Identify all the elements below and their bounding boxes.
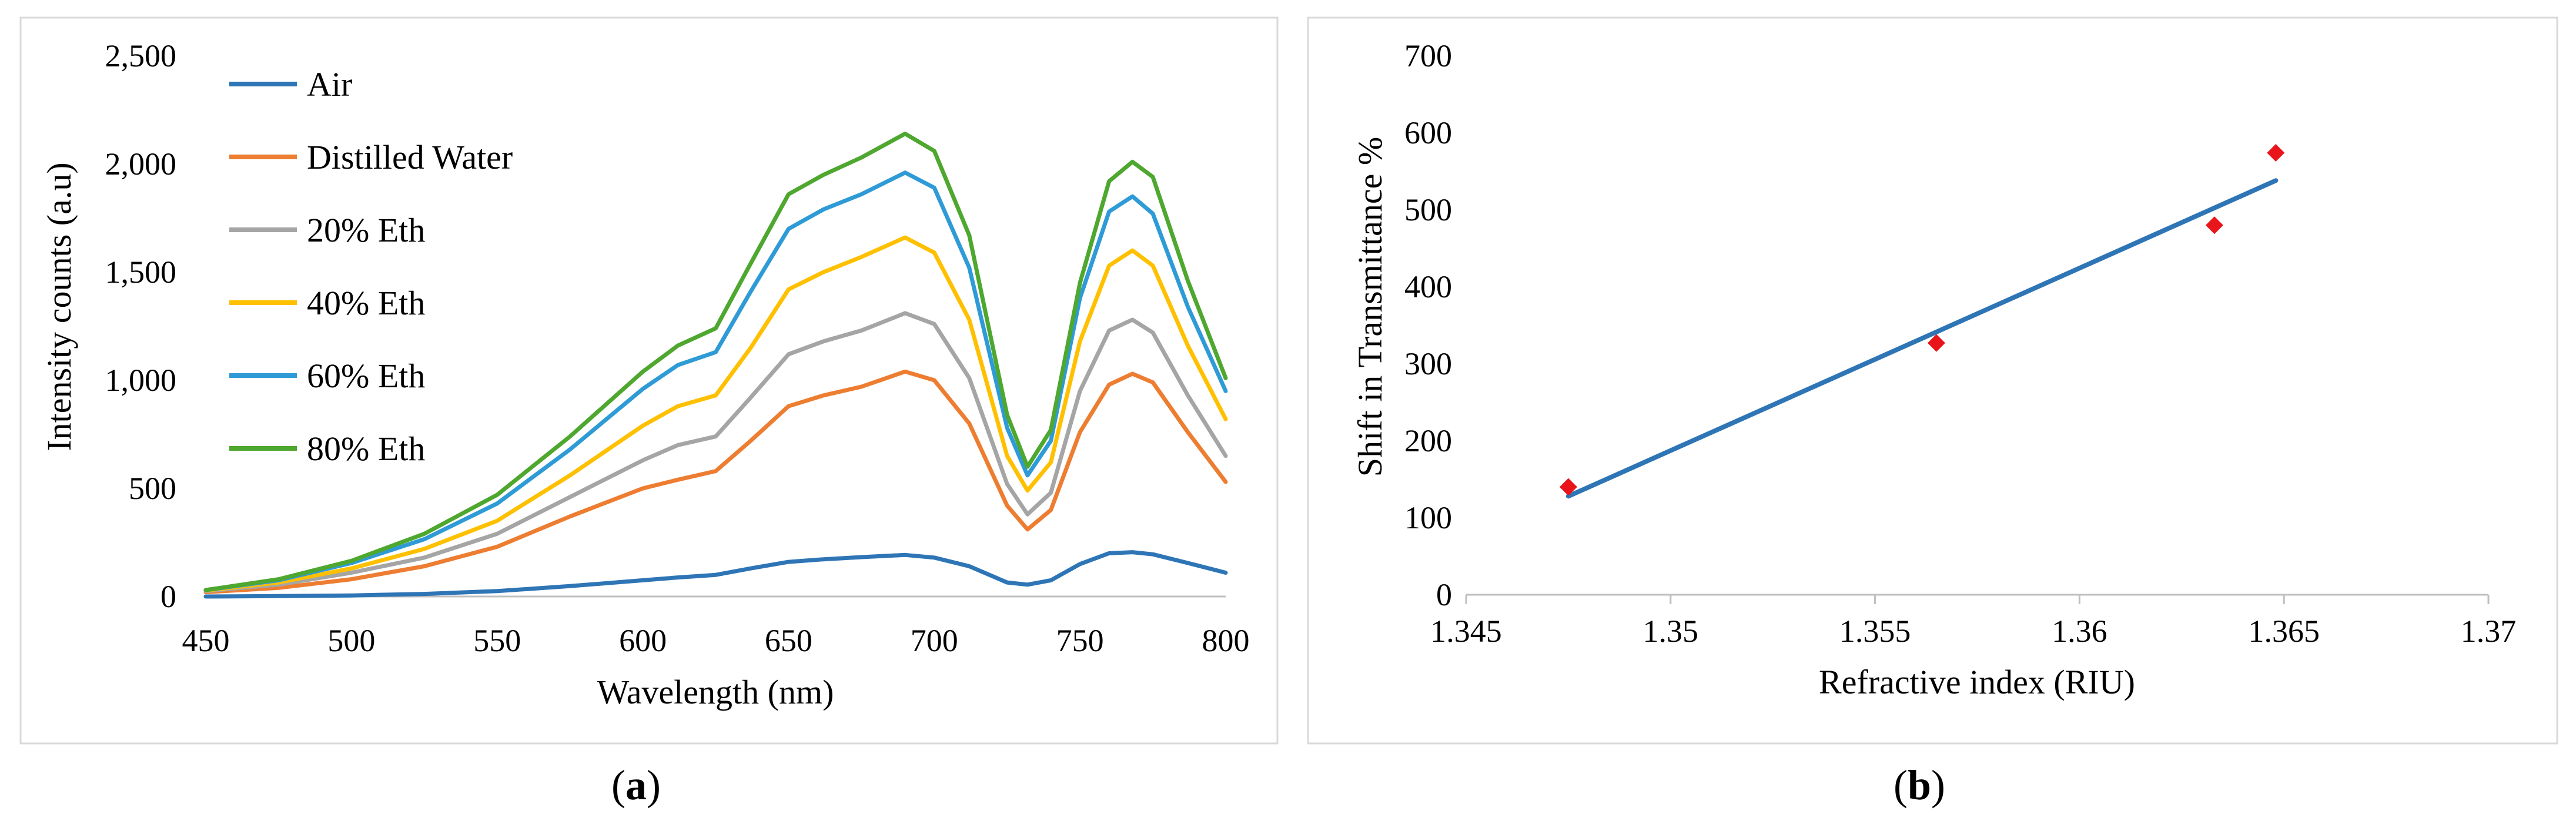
panel-b-ytick: 400 xyxy=(1404,269,1452,304)
caption-b-letter: b xyxy=(1908,762,1931,809)
panel-a-border xyxy=(19,16,1279,745)
panel-b-ytick: 200 xyxy=(1404,423,1452,458)
series-line-80-eth xyxy=(203,132,1228,592)
panel-b-ytick: 600 xyxy=(1404,115,1452,150)
panel-a-xtick: 800 xyxy=(1202,623,1250,658)
panel-b-ytick: 0 xyxy=(1436,577,1452,612)
panel-a-xtick: 500 xyxy=(327,623,375,658)
panel-a-ytick: 2,500 xyxy=(105,38,177,73)
caption-b-open: ( xyxy=(1893,762,1908,809)
series-line-air xyxy=(203,550,1228,599)
panel-a-ytick: 1,000 xyxy=(105,363,177,398)
legend-label: Distilled Water xyxy=(307,138,513,176)
panel-a-xtick: 750 xyxy=(1056,623,1104,658)
data-point xyxy=(2205,216,2223,234)
legend-label: 20% Eth xyxy=(307,211,425,249)
caption-a-letter: a xyxy=(625,762,647,809)
panel-b-ytick: 300 xyxy=(1404,346,1452,381)
caption-a-close: ) xyxy=(647,762,661,809)
series-line-60-eth xyxy=(203,170,1228,592)
data-point xyxy=(1927,334,1945,352)
legend-label: Air xyxy=(307,65,352,103)
panel-a-xtick: 700 xyxy=(911,623,958,658)
panel-a-ytick: 500 xyxy=(129,471,176,506)
panel-a-ylabel: Intensity counts (a.u) xyxy=(40,162,78,451)
caption-b: (b) xyxy=(1893,762,1945,809)
panel-b-xtick: 1.36 xyxy=(2052,614,2107,649)
panel-b-ytick: 700 xyxy=(1404,38,1452,73)
panel-b-ytick: 500 xyxy=(1404,192,1452,227)
panel-a-xtick: 550 xyxy=(473,623,521,658)
legend-label: 80% Eth xyxy=(307,430,425,468)
panel-a-ytick: 2,000 xyxy=(105,146,177,182)
panel-b-xtick: 1.35 xyxy=(1643,614,1699,649)
data-point xyxy=(1559,478,1577,496)
data-point xyxy=(2267,144,2285,162)
panel-a-ytick: 1,500 xyxy=(105,254,177,290)
legend-label: 40% Eth xyxy=(307,284,425,322)
panel-a-ytick: 0 xyxy=(160,579,176,614)
panel-b-xtick: 1.37 xyxy=(2461,614,2517,649)
panel-b-ytick: 100 xyxy=(1404,500,1452,535)
trendline xyxy=(1565,178,2279,499)
series-line-20-eth xyxy=(203,311,1228,594)
panel-b-xlabel: Refractive index (RIU) xyxy=(1819,663,2135,701)
caption-a-open: ( xyxy=(611,762,625,809)
panel-a-xtick: 650 xyxy=(765,623,812,658)
panel-b-border xyxy=(1307,16,2558,745)
panel-b-xtick: 1.365 xyxy=(2248,614,2320,649)
panel-a-xtick: 450 xyxy=(182,623,230,658)
caption-a: (a) xyxy=(611,762,661,809)
panel-a-xlabel: Wavelength (nm) xyxy=(597,673,834,711)
panel-a: 450 500 550 600 650 700 750 800 0 500 1,000 1,500 2… xyxy=(19,16,1279,745)
panel-b-xtick: 1.345 xyxy=(1430,614,1502,649)
caption-b-close: ) xyxy=(1931,762,1945,809)
series-line-40-eth xyxy=(203,235,1228,593)
series-line-distilled-water xyxy=(203,369,1228,595)
panel-b-ylabel: Shift in Transmittance % xyxy=(1351,137,1389,477)
panel-a-xtick: 600 xyxy=(619,623,667,658)
panel-b-xtick: 1.355 xyxy=(1839,614,1911,649)
legend-label: 60% Eth xyxy=(307,357,425,395)
panel-b: 1.345 1.35 1.355 1.36 1.365 1.37 0 100 200 300 40… xyxy=(1307,16,2558,745)
